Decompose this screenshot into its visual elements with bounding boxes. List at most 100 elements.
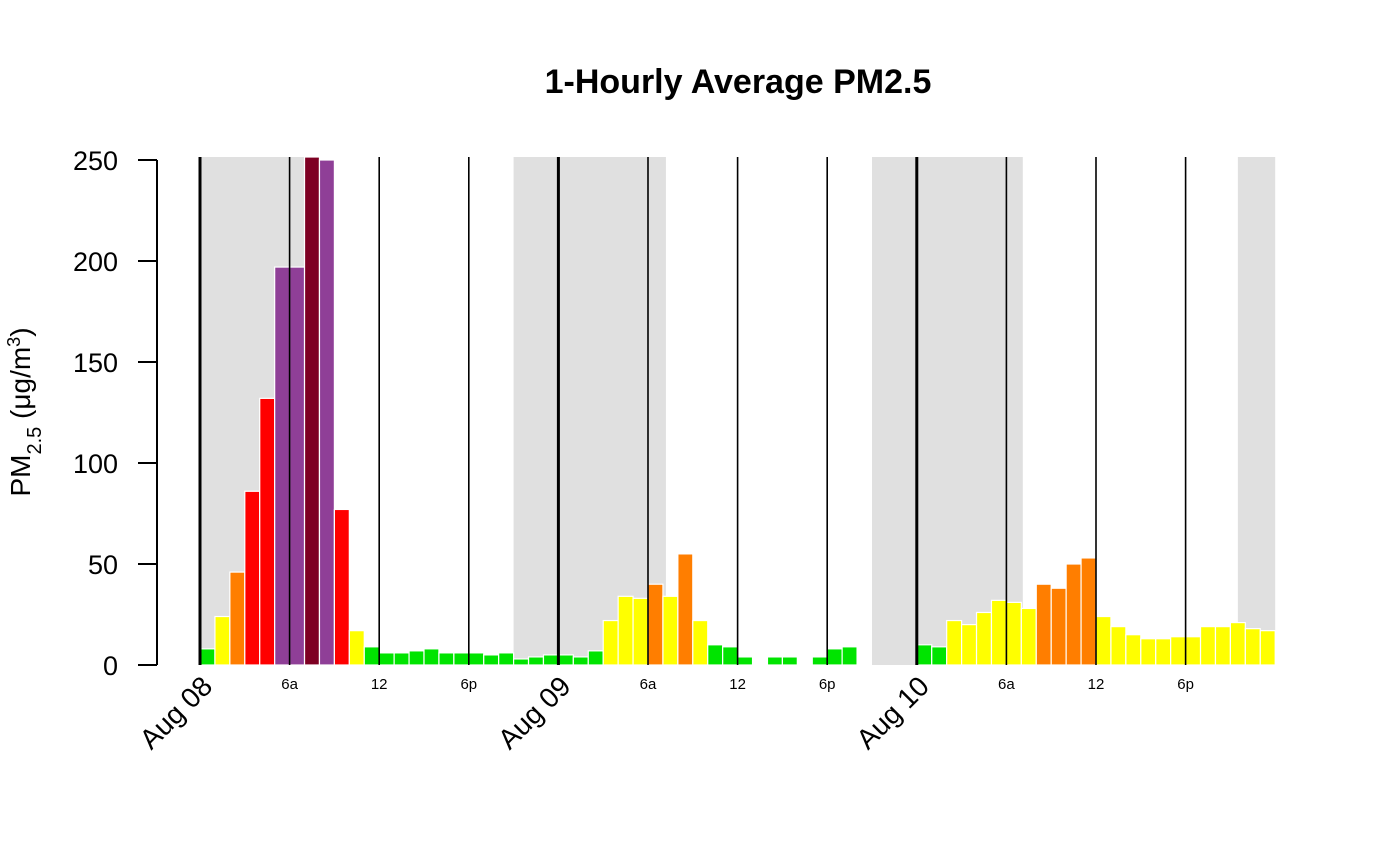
bar-hour-9 — [333, 508, 350, 666]
bar-hour-13 — [393, 652, 410, 666]
time-gridlines — [198, 157, 1187, 665]
bar-hour-50 — [946, 619, 963, 666]
bar-hour-7 — [303, 156, 321, 666]
night-band-2 — [872, 157, 1023, 665]
bar-hour-23 — [542, 654, 560, 666]
bar-hour-68 — [1214, 626, 1232, 666]
y-tick-label-4: 200 — [73, 247, 118, 277]
y-axis-label-unit: (μg/m — [5, 347, 36, 427]
bar-hour-30 — [647, 583, 664, 666]
x-hour-label-1-0: 6a — [640, 676, 657, 693]
night-band-3 — [1237, 157, 1276, 665]
bar-hour-67 — [1199, 626, 1217, 666]
bar-hour-27 — [602, 619, 619, 666]
x-axis-labels: Aug 08 6a 12 6p Aug 09 6a 12 6p Aug 10 6a 12 6p — [134, 670, 1194, 755]
y-tick-label-5: 250 — [73, 146, 118, 176]
bar-hour-22 — [527, 656, 545, 666]
bar-hour-4 — [259, 397, 276, 666]
bar-hour-52 — [975, 611, 993, 666]
bar-hour-59 — [1080, 557, 1097, 666]
bar-hour-36 — [736, 656, 754, 666]
bar-hour-21 — [512, 658, 530, 666]
bar-hour-29 — [632, 597, 649, 666]
bar-hour-57 — [1050, 587, 1067, 666]
bar-hour-42 — [826, 648, 843, 666]
bar-hour-17 — [453, 652, 470, 666]
bar-hour-26 — [587, 650, 604, 666]
y-tick-label-0: 0 — [103, 651, 118, 681]
y-tick-label-3: 150 — [73, 348, 118, 378]
bar-hour-6 — [289, 266, 306, 666]
bar-hour-60 — [1095, 615, 1112, 666]
x-hour-label-0-1: 12 — [371, 676, 388, 693]
bar-hour-15 — [423, 648, 440, 666]
bar-hour-61 — [1110, 626, 1127, 666]
chart-title: 1-Hourly Average PM2.5 — [545, 63, 932, 101]
night-shading — [200, 157, 1276, 665]
x-hour-label-0-0: 6a — [281, 676, 298, 693]
x-day-label-0: Aug 08 — [134, 670, 219, 755]
bar-hour-55 — [1020, 607, 1037, 666]
y-axis-label-close: ) — [5, 327, 36, 336]
bar-hour-35 — [722, 646, 739, 666]
bar-hour-71 — [1259, 630, 1276, 666]
bar-hour-54 — [1005, 601, 1022, 666]
bar-hour-53 — [990, 599, 1008, 666]
bar-hour-10 — [348, 630, 365, 666]
night-band-1 — [513, 157, 666, 665]
bar-hour-11 — [363, 646, 380, 666]
bar-hour-12 — [378, 652, 395, 666]
bar-hour-66 — [1184, 636, 1202, 666]
bar-hour-62 — [1125, 634, 1142, 666]
bar-hour-1 — [214, 615, 231, 666]
x-hour-label-1-2: 6p — [819, 676, 836, 693]
bar-hour-8 — [318, 159, 336, 666]
bar-hour-19 — [483, 654, 500, 666]
bar-hour-39 — [781, 656, 798, 666]
y-axis-label-sup: 3 — [4, 337, 24, 347]
bar-hour-18 — [468, 652, 485, 666]
x-hour-label-1-1: 12 — [729, 676, 746, 693]
bar-hour-69 — [1229, 621, 1246, 666]
bar-hour-43 — [841, 646, 858, 666]
y-ticks: 0 50 100 150 200 250 — [73, 146, 157, 681]
x-hour-label-0-2: 6p — [460, 676, 477, 693]
bar-hour-28 — [617, 595, 634, 666]
y-axis-label-sub: 2.5 — [24, 427, 46, 455]
x-hour-label-2-0: 6a — [998, 676, 1015, 693]
x-hour-label-2-1: 12 — [1088, 676, 1105, 693]
bar-hour-20 — [498, 652, 515, 666]
bar-hour-34 — [707, 644, 724, 666]
bar-hour-31 — [662, 595, 679, 666]
bar-hour-49 — [931, 646, 948, 666]
bar-hour-65 — [1170, 636, 1187, 666]
bar-hour-63 — [1140, 638, 1157, 666]
bar-hour-14 — [408, 650, 425, 666]
y-axis: 0 50 100 150 200 250 — [73, 146, 158, 681]
y-tick-label-2: 100 — [73, 449, 118, 479]
bar-hour-64 — [1155, 638, 1172, 666]
y-tick-label-1: 50 — [88, 550, 118, 580]
bar-hour-32 — [677, 553, 694, 666]
bar-hour-48 — [916, 644, 933, 666]
x-day-label-1: Aug 09 — [492, 670, 577, 755]
bar-hour-5 — [274, 266, 291, 666]
x-day-label-2: Aug 10 — [850, 670, 935, 755]
bar-hour-56 — [1035, 583, 1052, 666]
y-axis-label-main: PM — [5, 455, 36, 497]
x-hour-label-2-2: 6p — [1177, 676, 1194, 693]
bar-hour-25 — [572, 656, 589, 666]
bar-hour-3 — [244, 490, 261, 666]
bar-hour-70 — [1244, 628, 1261, 666]
bar-hour-24 — [557, 654, 574, 666]
bar-hour-0 — [199, 648, 216, 666]
bar-hour-16 — [438, 652, 455, 666]
bar-hour-51 — [960, 623, 978, 666]
bar-hour-38 — [766, 656, 784, 666]
y-axis-label: PM2.5 (μg/m3) — [4, 327, 46, 496]
bar-hour-41 — [811, 656, 828, 666]
bar-hour-2 — [229, 571, 246, 666]
bar-hour-33 — [692, 619, 709, 666]
bar-hour-58 — [1065, 563, 1082, 666]
